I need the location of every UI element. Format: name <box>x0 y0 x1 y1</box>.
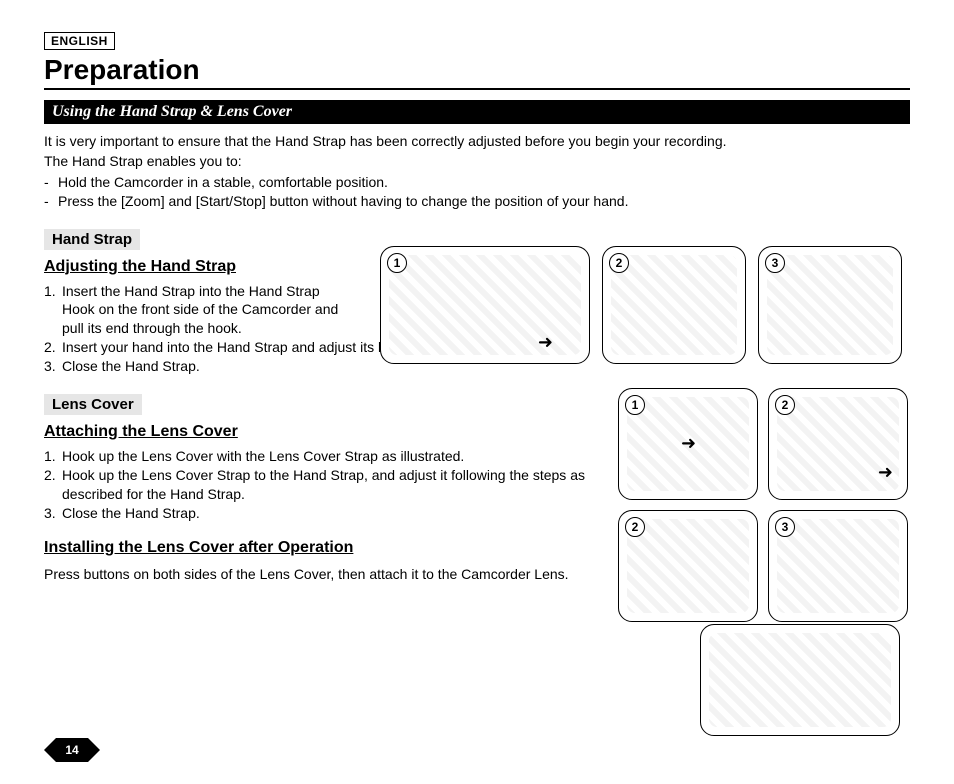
lens-cover-steps: 1. Hook up the Lens Cover with the Lens … <box>44 447 604 523</box>
figure-badge: 1 <box>625 395 645 415</box>
step-text: Hook up the Lens Cover with the Lens Cov… <box>62 448 464 464</box>
lens-cover-step: 2. Hook up the Lens Cover Strap to the H… <box>44 466 604 504</box>
figure-lens-2: ➜ 2 <box>768 388 908 500</box>
step-number: 3. <box>44 357 56 376</box>
hand-strap-label: Hand Strap <box>44 229 140 250</box>
figure-lens-2b: 2 <box>618 510 758 622</box>
step-number: 1. <box>44 282 56 301</box>
lens-cover-step: 1. Hook up the Lens Cover with the Lens … <box>44 447 604 466</box>
step-text: Hook up the Lens Cover Strap to the Hand… <box>62 467 585 502</box>
figure-badge: 3 <box>775 517 795 537</box>
figure-badge: 3 <box>765 253 785 273</box>
figure-install-lens <box>700 624 900 736</box>
install-after-text: Press buttons on both sides of the Lens … <box>44 565 604 584</box>
figure-lens-3: 3 <box>768 510 908 622</box>
lens-cover-label: Lens Cover <box>44 394 142 415</box>
page-number: 14 <box>44 738 100 762</box>
illustration-placeholder <box>611 255 737 355</box>
intro-block: It is very important to ensure that the … <box>44 132 910 211</box>
step-number: 3. <box>44 504 56 523</box>
figure-badge: 2 <box>775 395 795 415</box>
step-number: 2. <box>44 466 56 485</box>
intro-line-2: The Hand Strap enables you to: <box>44 152 910 171</box>
hand-strap-step-1-wrap: 1. Insert the Hand Strap into the Hand S… <box>44 282 354 339</box>
language-box: ENGLISH <box>44 32 115 50</box>
intro-line-1: It is very important to ensure that the … <box>44 132 910 151</box>
figure-grid-right: ➜ 1 ➜ 2 2 3 <box>618 388 908 622</box>
page-number-badge: 14 <box>44 738 100 762</box>
arrow-right-icon: ➜ <box>538 332 553 353</box>
arrow-right-icon: ➜ <box>681 433 696 454</box>
section-bar: Using the Hand Strap & Lens Cover <box>44 100 910 124</box>
step-number: 1. <box>44 447 56 466</box>
figure-row-top: ➜ 1 2 3 <box>380 246 902 364</box>
intro-bullet: Press the [Zoom] and [Start/Stop] button… <box>44 192 910 211</box>
hand-strap-step: 1. Insert the Hand Strap into the Hand S… <box>44 282 354 339</box>
figure-badge: 2 <box>625 517 645 537</box>
illustration-placeholder <box>767 255 893 355</box>
arrow-right-icon: ➜ <box>878 462 893 483</box>
lens-cover-step: 3. Close the Hand Strap. <box>44 504 604 523</box>
page-title: Preparation <box>44 54 910 90</box>
figure-hand-strap-1: ➜ 1 <box>380 246 590 364</box>
figure-lens-1: ➜ 1 <box>618 388 758 500</box>
illustration-placeholder <box>627 519 749 613</box>
step-text: Close the Hand Strap. <box>62 505 200 521</box>
step-number: 2. <box>44 338 56 357</box>
figure-hand-strap-3: 3 <box>758 246 902 364</box>
figure-badge: 1 <box>387 253 407 273</box>
illustration-placeholder <box>709 633 891 727</box>
illustration-placeholder <box>777 519 899 613</box>
figure-hand-strap-2: 2 <box>602 246 746 364</box>
step-text: Close the Hand Strap. <box>62 358 200 374</box>
step-text: Insert the Hand Strap into the Hand Stra… <box>62 283 338 337</box>
intro-bullet: Hold the Camcorder in a stable, comforta… <box>44 173 910 192</box>
figure-badge: 2 <box>609 253 629 273</box>
